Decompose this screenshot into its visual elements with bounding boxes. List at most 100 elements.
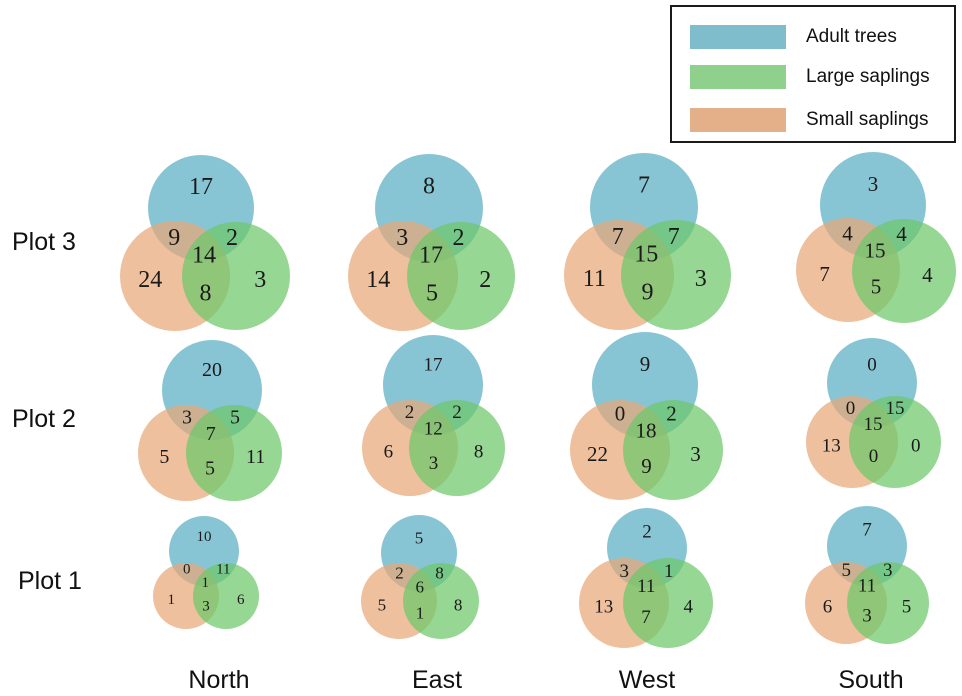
venn-count-adult-small: 5 xyxy=(842,560,852,581)
venn-0: 17 9 2 14 24 8 3 xyxy=(120,155,290,331)
venn-count-small-large: 9 xyxy=(641,454,652,478)
venn-count-adult: 5 xyxy=(415,528,424,547)
venn-count-all: 15 xyxy=(865,239,886,263)
row-label-plot-1: Plot 1 xyxy=(18,567,82,595)
legend-item-adult-trees: Adult trees xyxy=(690,23,897,51)
venn-count-adult-small: 0 xyxy=(846,398,856,419)
large-saplings-circle xyxy=(623,558,713,648)
venn-count-adult-large: 2 xyxy=(453,225,465,251)
large-saplings-circle xyxy=(182,222,290,330)
venn-count-large: 5 xyxy=(902,597,912,618)
venn-count-adult: 7 xyxy=(862,520,872,541)
venn-count-adult: 20 xyxy=(202,359,222,381)
large-saplings-circle xyxy=(409,400,505,496)
venn-count-adult: 8 xyxy=(423,173,435,199)
venn-count-adult-small: 0 xyxy=(183,562,191,578)
column-label-west: West xyxy=(618,666,676,694)
venn-count-adult-small: 0 xyxy=(615,402,626,426)
venn-count-adult-large: 3 xyxy=(883,560,893,581)
venn-count-small-large: 5 xyxy=(871,275,882,299)
venn-count-small: 22 xyxy=(587,442,608,466)
venn-count-all: 15 xyxy=(864,414,883,435)
venn-count-large: 3 xyxy=(690,442,701,466)
legend-swatch-large-saplings xyxy=(690,65,786,89)
venn-count-small-large: 8 xyxy=(200,281,212,307)
venn-count-large: 11 xyxy=(246,446,265,468)
large-saplings-circle xyxy=(621,220,731,330)
venn-count-adult: 9 xyxy=(640,352,651,376)
legend-item-small-saplings: Small saplings xyxy=(690,106,929,134)
venn-count-all: 14 xyxy=(192,242,216,268)
venn-count-small: 7 xyxy=(819,262,830,286)
venn-count-adult-small: 2 xyxy=(395,564,404,583)
venn-count-adult-large: 7 xyxy=(668,224,680,250)
venn-count-adult: 17 xyxy=(424,355,443,376)
legend: Adult trees Large saplings Small sapling… xyxy=(670,5,956,143)
venn-count-small: 5 xyxy=(378,596,387,615)
venn-count-adult-small: 2 xyxy=(405,402,415,423)
venn-count-large: 4 xyxy=(684,597,694,618)
large-saplings-circle xyxy=(407,222,515,330)
venn-6: 9 0 2 18 22 9 3 xyxy=(570,332,723,500)
venn-count-small: 13 xyxy=(594,597,613,618)
venn-5: 17 2 2 12 6 3 8 xyxy=(362,335,505,496)
venn-count-adult-small: 9 xyxy=(168,225,180,251)
venn-count-adult-small: 3 xyxy=(396,225,408,251)
large-saplings-circle xyxy=(852,219,956,323)
venn-count-adult-large: 8 xyxy=(435,564,444,583)
venn-1: 83 2 17 14 5 2 xyxy=(348,154,515,331)
venn-count-large: 6 xyxy=(237,592,245,608)
venn-count-all: 11 xyxy=(858,576,876,597)
large-saplings-circle xyxy=(849,396,941,488)
venn-count-large: 8 xyxy=(474,442,484,463)
column-label-east: East xyxy=(411,666,463,694)
venn-count-small-large: 3 xyxy=(202,599,210,615)
large-saplings-circle xyxy=(623,400,723,500)
venn-count-large: 2 xyxy=(479,267,491,293)
venn-count-all: 7 xyxy=(206,423,216,445)
venn-count-adult-small: 3 xyxy=(182,407,192,429)
column-label-south: South xyxy=(838,666,904,694)
venn-count-all: 1 xyxy=(202,575,210,591)
venn-count-adult: 2 xyxy=(642,522,652,543)
venn-count-small-large: 5 xyxy=(426,281,438,307)
venn-count-adult-large: 2 xyxy=(226,225,238,251)
legend-label: Small saplings xyxy=(806,109,929,130)
venn-count-all: 12 xyxy=(424,419,443,440)
venn-count-small: 6 xyxy=(384,442,394,463)
large-saplings-circle xyxy=(847,562,929,644)
legend-label: Large saplings xyxy=(806,66,930,87)
venn-count-adult: 3 xyxy=(868,172,879,196)
venn-count-adult-large: 2 xyxy=(452,402,462,423)
venn-9: 52 865 1 8 xyxy=(361,515,479,639)
venn-count-small-large: 0 xyxy=(869,446,879,467)
venn-count-all: 15 xyxy=(634,241,658,267)
venn-count-small-large: 3 xyxy=(862,606,872,627)
venn-count-large: 3 xyxy=(254,267,266,293)
venn-count-adult-large: 4 xyxy=(896,222,907,246)
legend-label: Adult trees xyxy=(806,26,897,47)
venn-count-small: 24 xyxy=(138,267,162,293)
venn-count-small-large: 9 xyxy=(642,280,654,306)
venn-count-all: 18 xyxy=(636,418,657,442)
venn-count-adult-large: 2 xyxy=(666,402,677,426)
venn-count-adult-small: 3 xyxy=(620,561,630,582)
venn-count-small-large: 5 xyxy=(205,457,215,479)
venn-count-small: 11 xyxy=(583,266,606,292)
venn-count-all: 11 xyxy=(637,576,655,597)
legend-swatch-small-saplings xyxy=(690,108,786,132)
venn-count-small: 14 xyxy=(366,267,390,293)
venn-count-adult: 0 xyxy=(867,355,877,376)
venn-count-adult-large: 15 xyxy=(886,398,905,419)
venn-count-small-large: 1 xyxy=(416,604,425,623)
large-saplings-circle xyxy=(403,563,479,639)
venn-count-all: 6 xyxy=(415,578,424,597)
